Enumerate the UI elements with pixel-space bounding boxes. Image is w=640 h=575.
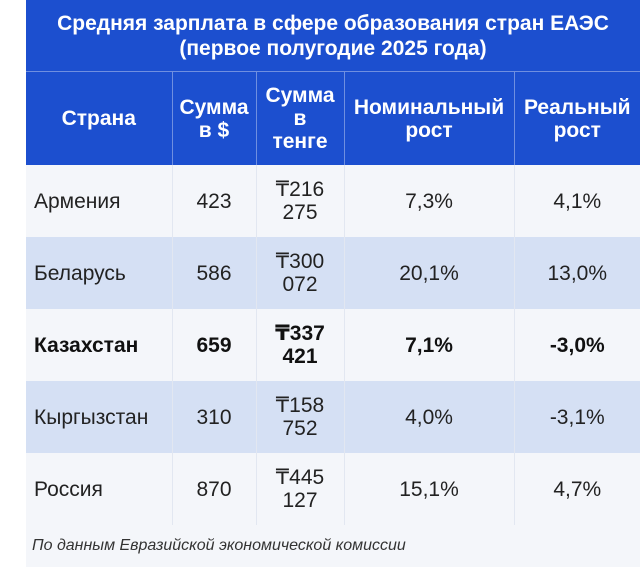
cell-kzt: ₸158 752 — [256, 381, 345, 453]
cell-nominal: 4,0% — [344, 381, 515, 453]
cell-usd: 659 — [172, 309, 257, 381]
table-row-belarus: Беларусь 586 ₸300 072 20,1% 13,0% — [26, 237, 640, 309]
table-header-row: Страна Сумма в $ Сумма в тенге Номинальн… — [26, 72, 640, 165]
table-row-kazakhstan: Казахстан 659 ₸337 421 7,1% -3,0% — [26, 309, 640, 381]
cell-usd: 586 — [172, 237, 257, 309]
col-header-nominal: Номинальный рост — [344, 72, 515, 165]
salary-table-card: Средняя зарплата в сфере образования стр… — [26, 0, 640, 570]
cell-country: Казахстан — [26, 309, 173, 381]
cell-nominal: 15,1% — [344, 453, 515, 525]
cell-kzt: ₸300 072 — [256, 237, 345, 309]
table-title: Средняя зарплата в сфере образования стр… — [26, 0, 640, 72]
cell-real: 13,0% — [514, 237, 640, 309]
cell-nominal: 7,3% — [344, 165, 515, 237]
table-row-kyrgyzstan: Кыргызстан 310 ₸158 752 4,0% -3,1% — [26, 381, 640, 453]
cell-usd: 870 — [172, 453, 257, 525]
col-header-country: Страна — [26, 72, 173, 165]
cell-kzt: ₸216 275 — [256, 165, 345, 237]
cell-usd: 423 — [172, 165, 257, 237]
cell-kzt: ₸337 421 — [256, 309, 345, 381]
col-header-kzt: Сумма в тенге — [256, 72, 345, 165]
cell-real: 4,1% — [514, 165, 640, 237]
cell-real: 4,7% — [514, 453, 640, 525]
cell-country: Армения — [26, 165, 173, 237]
cell-kzt: ₸445 127 — [256, 453, 345, 525]
cell-nominal: 20,1% — [344, 237, 515, 309]
cell-country: Россия — [26, 453, 173, 525]
cell-nominal: 7,1% — [344, 309, 515, 381]
salary-table: Страна Сумма в $ Сумма в тенге Номинальн… — [26, 72, 640, 525]
cell-country: Беларусь — [26, 237, 173, 309]
cell-real: -3,1% — [514, 381, 640, 453]
col-header-usd: Сумма в $ — [172, 72, 257, 165]
col-header-real: Реальный рост — [514, 72, 640, 165]
table-row-russia: Россия 870 ₸445 127 15,1% 4,7% — [26, 453, 640, 525]
source-note: По данным Евразийской экономической коми… — [26, 525, 640, 567]
table-title-line1: Средняя зарплата в сфере образования стр… — [57, 11, 609, 35]
table-row-armenia: Армения 423 ₸216 275 7,3% 4,1% — [26, 165, 640, 237]
cell-country: Кыргызстан — [26, 381, 173, 453]
table-title-line2: (первое полугодие 2025 года) — [179, 36, 487, 60]
cell-usd: 310 — [172, 381, 257, 453]
cell-real: -3,0% — [514, 309, 640, 381]
